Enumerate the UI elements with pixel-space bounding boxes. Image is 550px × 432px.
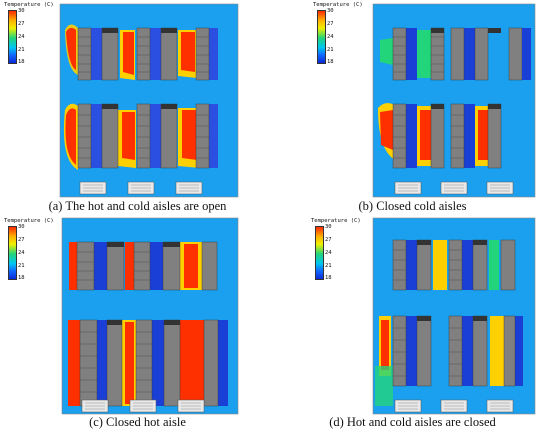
legend-tick: 18 [18,275,25,281]
legend-colorbar [315,226,324,280]
panel-caption: (d) Hot and cold aisles are closed [329,415,496,429]
legend-colorbar [8,226,17,280]
legend-tick: 21 [327,47,334,53]
legend-title: Temperature (C) [311,218,361,224]
legend-tick: 30 [18,8,25,14]
panel-d: Temperature (C) 30 27 24 21 18 (d) Hot a… [275,216,550,432]
panel-caption: (a) The hot and cold aisles are open [48,199,227,213]
legend-tick: 24 [327,34,334,40]
legend-tick: 24 [18,250,25,256]
legend-tick: 27 [327,21,334,27]
legend-tick: 18 [327,59,334,65]
temperature-map-b [372,3,536,198]
legend-tick: 24 [325,250,332,256]
legend-tick: 27 [18,21,25,27]
legend-tick: 30 [327,8,334,14]
panel-a: Temperature (C) 30 27 24 21 18 (a) The h… [0,0,275,216]
legend-tick: 27 [325,237,332,243]
legend-tick: 21 [18,47,25,53]
temperature-map-c [61,217,239,415]
legend-tick: 21 [18,263,25,269]
legend-tick: 18 [325,275,332,281]
legend-tick: 24 [18,34,25,40]
legend-title: Temperature (C) [4,218,54,224]
legend-tick: 30 [18,224,25,230]
panel-caption: (c) Closed hot aisle [89,415,186,429]
legend-title: Temperature (C) [4,2,54,8]
temperature-map-d [372,217,536,415]
panel-b: Temperature (C) 30 27 24 21 18 (b) Close… [275,0,550,216]
legend-tick: 27 [18,237,25,243]
legend-tick: 21 [325,263,332,269]
panel-caption: (b) Closed cold aisles [358,199,467,213]
legend-title: Temperature (C) [313,2,363,8]
legend-tick: 18 [18,59,25,65]
legend-colorbar [8,10,17,64]
temperature-map-a [59,3,239,198]
legend-colorbar [317,10,326,64]
panel-c: Temperature (C) 30 27 24 21 18 (c) Close… [0,216,275,432]
legend-tick: 30 [325,224,332,230]
